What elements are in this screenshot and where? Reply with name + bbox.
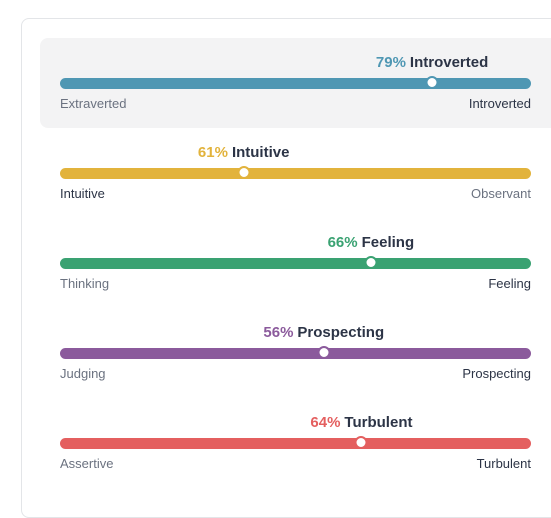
trait-bar bbox=[60, 438, 531, 449]
trait-headline: 66% Feeling bbox=[328, 234, 415, 252]
trait-headline: 64% Turbulent bbox=[310, 414, 412, 432]
trait-slider-knob[interactable] bbox=[364, 256, 378, 269]
trait-row-prospecting[interactable]: 56% Prospecting Judging Prospecting bbox=[40, 308, 551, 398]
trait-percent: 64% bbox=[310, 414, 341, 431]
trait-percent: 61% bbox=[197, 144, 228, 161]
trait-right-label: Introverted bbox=[468, 96, 531, 111]
trait-name: Feeling bbox=[361, 234, 415, 251]
trait-bar bbox=[60, 258, 531, 269]
trait-name: Intuitive bbox=[231, 144, 290, 161]
trait-headline: 79% Introverted bbox=[376, 54, 488, 72]
trait-bar bbox=[60, 168, 531, 179]
trait-percent: 79% bbox=[375, 54, 406, 71]
trait-right-label: Turbulent bbox=[476, 456, 531, 471]
trait-left-label: Intuitive bbox=[60, 186, 105, 201]
trait-right-label: Feeling bbox=[488, 276, 531, 291]
trait-row-introverted[interactable]: 79% Introverted Extraverted Introverted bbox=[40, 38, 551, 128]
trait-slider-knob[interactable] bbox=[317, 346, 331, 359]
trait-slider-knob[interactable] bbox=[237, 166, 251, 179]
trait-name: Turbulent bbox=[344, 414, 413, 431]
trait-percent: 66% bbox=[327, 234, 358, 251]
trait-percent: 56% bbox=[263, 324, 294, 341]
trait-row-feeling[interactable]: 66% Feeling Thinking Feeling bbox=[40, 218, 551, 308]
trait-headline: 56% Prospecting bbox=[263, 324, 384, 342]
trait-right-label: Observant bbox=[471, 186, 531, 201]
trait-right-label: Prospecting bbox=[462, 366, 531, 381]
trait-row-intuitive[interactable]: 61% Intuitive Intuitive Observant bbox=[40, 128, 551, 218]
trait-bar bbox=[60, 78, 531, 89]
trait-name: Prospecting bbox=[297, 324, 385, 341]
trait-bar bbox=[60, 348, 531, 359]
trait-slider-knob[interactable] bbox=[425, 76, 439, 89]
trait-left-label: Thinking bbox=[60, 276, 110, 291]
trait-left-label: Assertive bbox=[60, 456, 114, 471]
trait-name: Introverted bbox=[409, 54, 489, 71]
trait-left-label: Judging bbox=[60, 366, 106, 381]
trait-left-label: Extraverted bbox=[60, 96, 127, 111]
trait-slider-knob[interactable] bbox=[354, 436, 368, 449]
trait-row-turbulent[interactable]: 64% Turbulent Assertive Turbulent bbox=[40, 398, 551, 488]
trait-headline: 61% Intuitive bbox=[198, 144, 290, 162]
